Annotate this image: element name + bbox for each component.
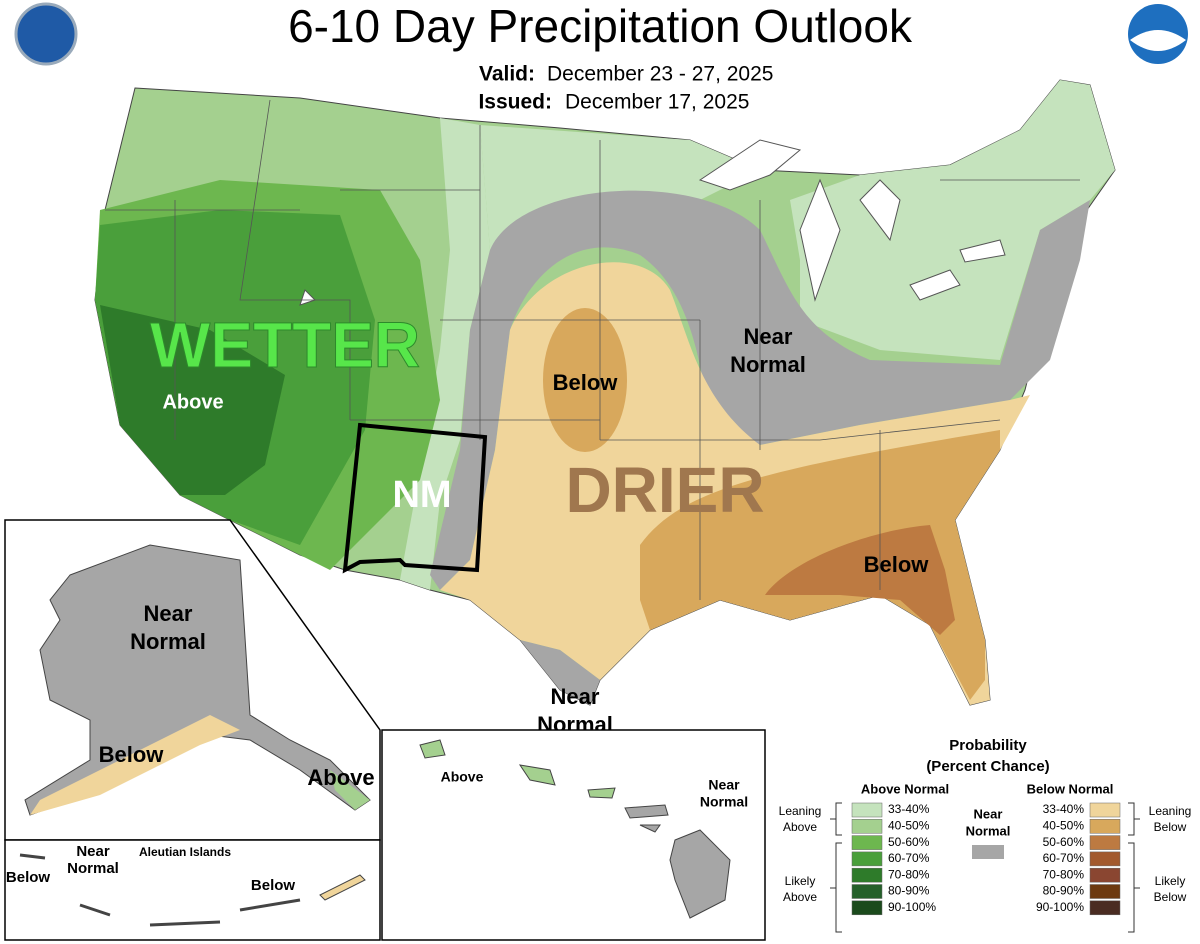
near-normal-texas-line: Near — [551, 684, 600, 709]
great-lakes — [299, 139, 1006, 306]
above-70-80 — [100, 305, 285, 495]
hawaii-above-islands — [419, 739, 616, 799]
legend-title-line: (Percent Chance) — [926, 758, 1049, 775]
below-swatch — [1089, 851, 1121, 867]
valid-label: Valid: — [479, 63, 535, 86]
above-range-label: 60-70% — [888, 851, 930, 865]
below-range-label: 33-40% — [1043, 802, 1085, 816]
title: 6-10 Day Precipitation Outlook — [288, 0, 913, 52]
aleutian-title: Aleutian Islands — [139, 845, 231, 859]
near-normal-line: Near — [974, 806, 1003, 821]
group-label: Leaning — [1149, 804, 1192, 818]
below-swatch — [1089, 884, 1121, 899]
hawaii-near-normal-line: Normal — [700, 794, 748, 810]
hawaii-near-normal-line: Near — [708, 777, 740, 793]
noaa-logo-bird — [1130, 30, 1186, 51]
group-label: Likely — [1155, 874, 1186, 888]
above-swatch — [851, 851, 883, 867]
above-swatch — [851, 900, 883, 916]
legend-title-line: Probability — [949, 737, 1027, 754]
group-label: Below — [1154, 820, 1187, 834]
near-normal-texas — [520, 640, 600, 705]
above-swatch — [851, 819, 883, 834]
valid-dates: December 23 - 27, 2025 — [547, 63, 773, 86]
below-plains-label: Below — [553, 370, 619, 395]
above-label: Above — [162, 391, 223, 413]
below-range-label: 60-70% — [1043, 851, 1085, 865]
alaska-near-normal-line: Normal — [130, 629, 206, 654]
above-swatch — [851, 867, 883, 883]
above-range-label: 40-50% — [888, 818, 930, 832]
above-heading: Above Normal — [861, 781, 949, 796]
above-range-label: 33-40% — [888, 802, 930, 816]
aleutian-below-west: Below — [6, 869, 51, 886]
alaska-below-zone — [30, 715, 240, 815]
aleutian-islands — [19, 853, 301, 927]
lean-above-north — [480, 125, 760, 250]
near-normal-east-line: Near — [744, 324, 793, 349]
above-range-label: 80-90% — [888, 884, 930, 898]
below-40-50-plains — [543, 308, 627, 452]
above-range-label: 90-100% — [888, 900, 936, 914]
issued-date: December 17, 2025 — [565, 91, 749, 114]
state-borders — [105, 99, 1080, 600]
hawaii-near-normal-islands — [624, 804, 731, 919]
below-southeast-label: Below — [864, 552, 930, 577]
hawaii-above-label: Above — [441, 769, 484, 785]
below-swatch — [1089, 819, 1121, 834]
aleutian-below-zone — [319, 874, 366, 901]
below-heading: Below Normal — [1027, 781, 1114, 796]
legend-brackets — [830, 802, 1140, 933]
below-range-label: 50-60% — [1043, 835, 1085, 849]
issued-label: Issued: — [478, 91, 552, 114]
above-range-label: 70-80% — [888, 867, 930, 881]
below-range-label: 90-100% — [1036, 900, 1084, 914]
lean-above-northeast — [790, 80, 1115, 360]
above-swatch — [851, 802, 883, 818]
group-label: Below — [1154, 890, 1187, 904]
wetter-label: WETTER — [150, 309, 420, 381]
near-normal-swatch — [972, 845, 1004, 859]
below-swatch — [1089, 802, 1121, 818]
above-swatch — [851, 884, 883, 899]
drier-label: DRIER — [565, 454, 764, 526]
below-50-60 — [765, 525, 955, 635]
above-swatch — [851, 835, 883, 850]
near-normal-line: Normal — [966, 823, 1011, 838]
below-range-label: 40-50% — [1043, 818, 1085, 832]
alaska-below-label: Below — [99, 742, 165, 767]
legend: Probability (Percent Chance) Above Norma… — [779, 737, 1192, 933]
new-mexico-outline — [342, 422, 488, 574]
group-label: Above — [783, 820, 817, 834]
group-label: Leaning — [779, 804, 822, 818]
alaska-above-zone — [330, 770, 370, 810]
below-swatch — [1089, 835, 1121, 850]
below-swatch — [1089, 867, 1121, 883]
below-range-label: 80-90% — [1043, 884, 1085, 898]
alaska-above-label: Above — [307, 765, 374, 790]
lean-above-strip — [400, 118, 490, 590]
group-label: Likely — [785, 874, 816, 888]
near-normal-east-line: Normal — [730, 352, 806, 377]
aleutian-near-normal-line: Normal — [67, 860, 119, 877]
below-swatch — [1089, 900, 1121, 916]
alaska-near-normal-line: Near — [144, 601, 193, 626]
below-range-label: 70-80% — [1043, 867, 1085, 881]
aleutian-near-normal-line: Near — [76, 843, 110, 860]
aleutian-below-east: Below — [251, 877, 296, 894]
nm-label: NM — [392, 474, 451, 516]
group-label: Above — [783, 890, 817, 904]
above-range-label: 50-60% — [888, 835, 930, 849]
commerce-seal — [14, 2, 78, 66]
